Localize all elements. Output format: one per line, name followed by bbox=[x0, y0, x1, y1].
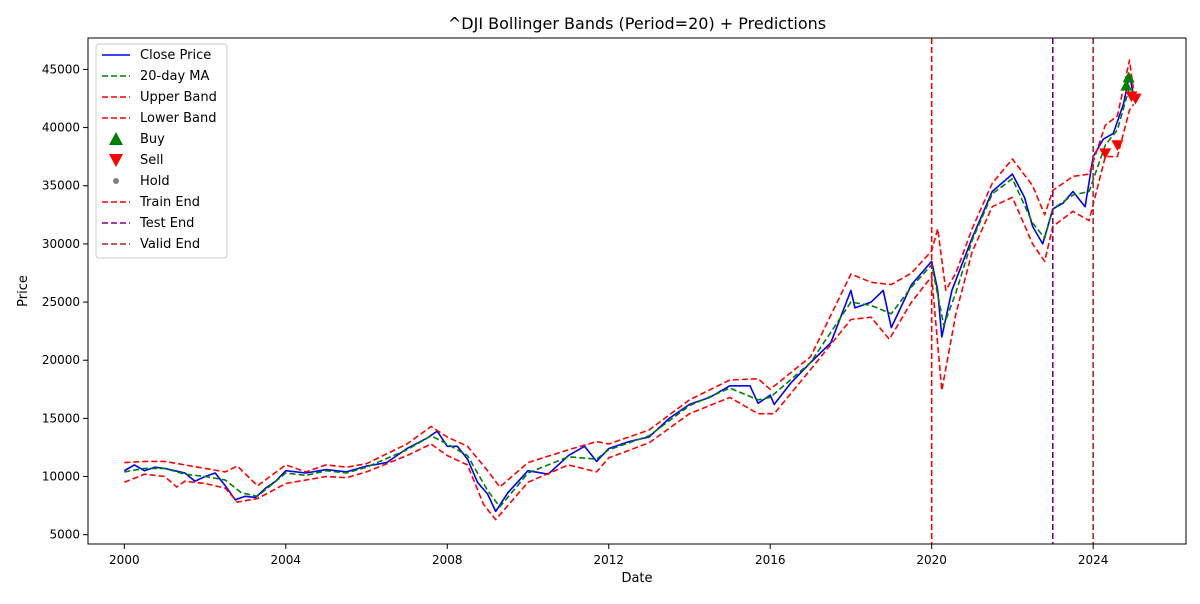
sell-marker bbox=[1129, 93, 1142, 105]
sell-marker bbox=[1099, 148, 1112, 160]
y-tick-label: 10000 bbox=[42, 470, 80, 484]
legend-box bbox=[95, 43, 228, 259]
legend-label: Upper Band bbox=[140, 90, 217, 105]
y-tick-label: 20000 bbox=[42, 353, 80, 367]
legend-label: Sell bbox=[140, 153, 163, 168]
legend-item-hold: Hold bbox=[113, 174, 170, 189]
legend: Close Price 20-day MA Upper Band Lower Band… bbox=[95, 43, 228, 259]
legend-item-close: Close Price bbox=[102, 48, 211, 63]
legend-item-test-end: Test End bbox=[102, 216, 194, 231]
ma-line bbox=[124, 86, 1135, 508]
legend-label: Hold bbox=[140, 174, 170, 189]
legend-label: 20-day MA bbox=[140, 69, 209, 84]
plot-area bbox=[123, 38, 1142, 544]
legend-label: Train End bbox=[139, 195, 200, 210]
legend-item-lower: Lower Band bbox=[102, 111, 216, 126]
chart-title: ^DJI Bollinger Bands (Period=20) + Predi… bbox=[448, 14, 826, 33]
y-tick-label: 15000 bbox=[42, 411, 80, 425]
legend-swatch bbox=[109, 154, 123, 167]
x-axis: 2000 2004 2008 2012 2016 2020 2024 bbox=[109, 544, 1108, 567]
legend-item-buy: Buy bbox=[109, 132, 165, 147]
x-tick-label: 2008 bbox=[432, 553, 463, 567]
legend-label: Lower Band bbox=[140, 111, 216, 126]
y-tick-label: 5000 bbox=[49, 528, 80, 542]
y-tick-label: 25000 bbox=[42, 295, 80, 309]
legend-item-ma: 20-day MA bbox=[102, 69, 209, 84]
y-tick-label: 40000 bbox=[42, 121, 80, 135]
legend-item-train-end: Train End bbox=[102, 195, 200, 210]
legend-item-sell: Sell bbox=[109, 153, 163, 168]
x-tick-label: 2016 bbox=[755, 553, 786, 567]
x-axis-label: Date bbox=[621, 571, 652, 586]
y-axis-label: Price bbox=[16, 275, 31, 307]
lower-band-line bbox=[124, 103, 1135, 521]
buy-marker bbox=[1122, 71, 1135, 83]
y-axis: 5000 10000 15000 20000 25000 30000 35000 40000 4… bbox=[42, 62, 88, 542]
y-tick-label: 45000 bbox=[42, 62, 80, 76]
legend-label: Buy bbox=[140, 132, 165, 147]
y-tick-label: 35000 bbox=[42, 179, 80, 193]
buy-marker bbox=[1120, 79, 1133, 91]
legend-label: Test End bbox=[139, 216, 194, 231]
upper-band-line bbox=[124, 59, 1135, 488]
y-tick-label: 30000 bbox=[42, 237, 80, 251]
legend-swatch bbox=[109, 132, 123, 145]
x-tick-label: 2020 bbox=[916, 553, 947, 567]
sell-marker bbox=[1111, 140, 1124, 152]
x-tick-label: 2012 bbox=[593, 553, 624, 567]
x-tick-label: 2004 bbox=[271, 553, 302, 567]
plot-series bbox=[123, 38, 1142, 544]
legend-swatch bbox=[113, 178, 119, 184]
legend-label: Close Price bbox=[140, 48, 211, 63]
close-price-line bbox=[123, 74, 1135, 513]
legend-label: Valid End bbox=[140, 237, 200, 252]
x-tick-label: 2024 bbox=[1078, 553, 1109, 567]
legend-item-valid-end: Valid End bbox=[102, 237, 200, 252]
axes-frame bbox=[87, 37, 1187, 545]
legend-item-upper: Upper Band bbox=[102, 90, 217, 105]
x-tick-label: 2000 bbox=[109, 553, 140, 567]
